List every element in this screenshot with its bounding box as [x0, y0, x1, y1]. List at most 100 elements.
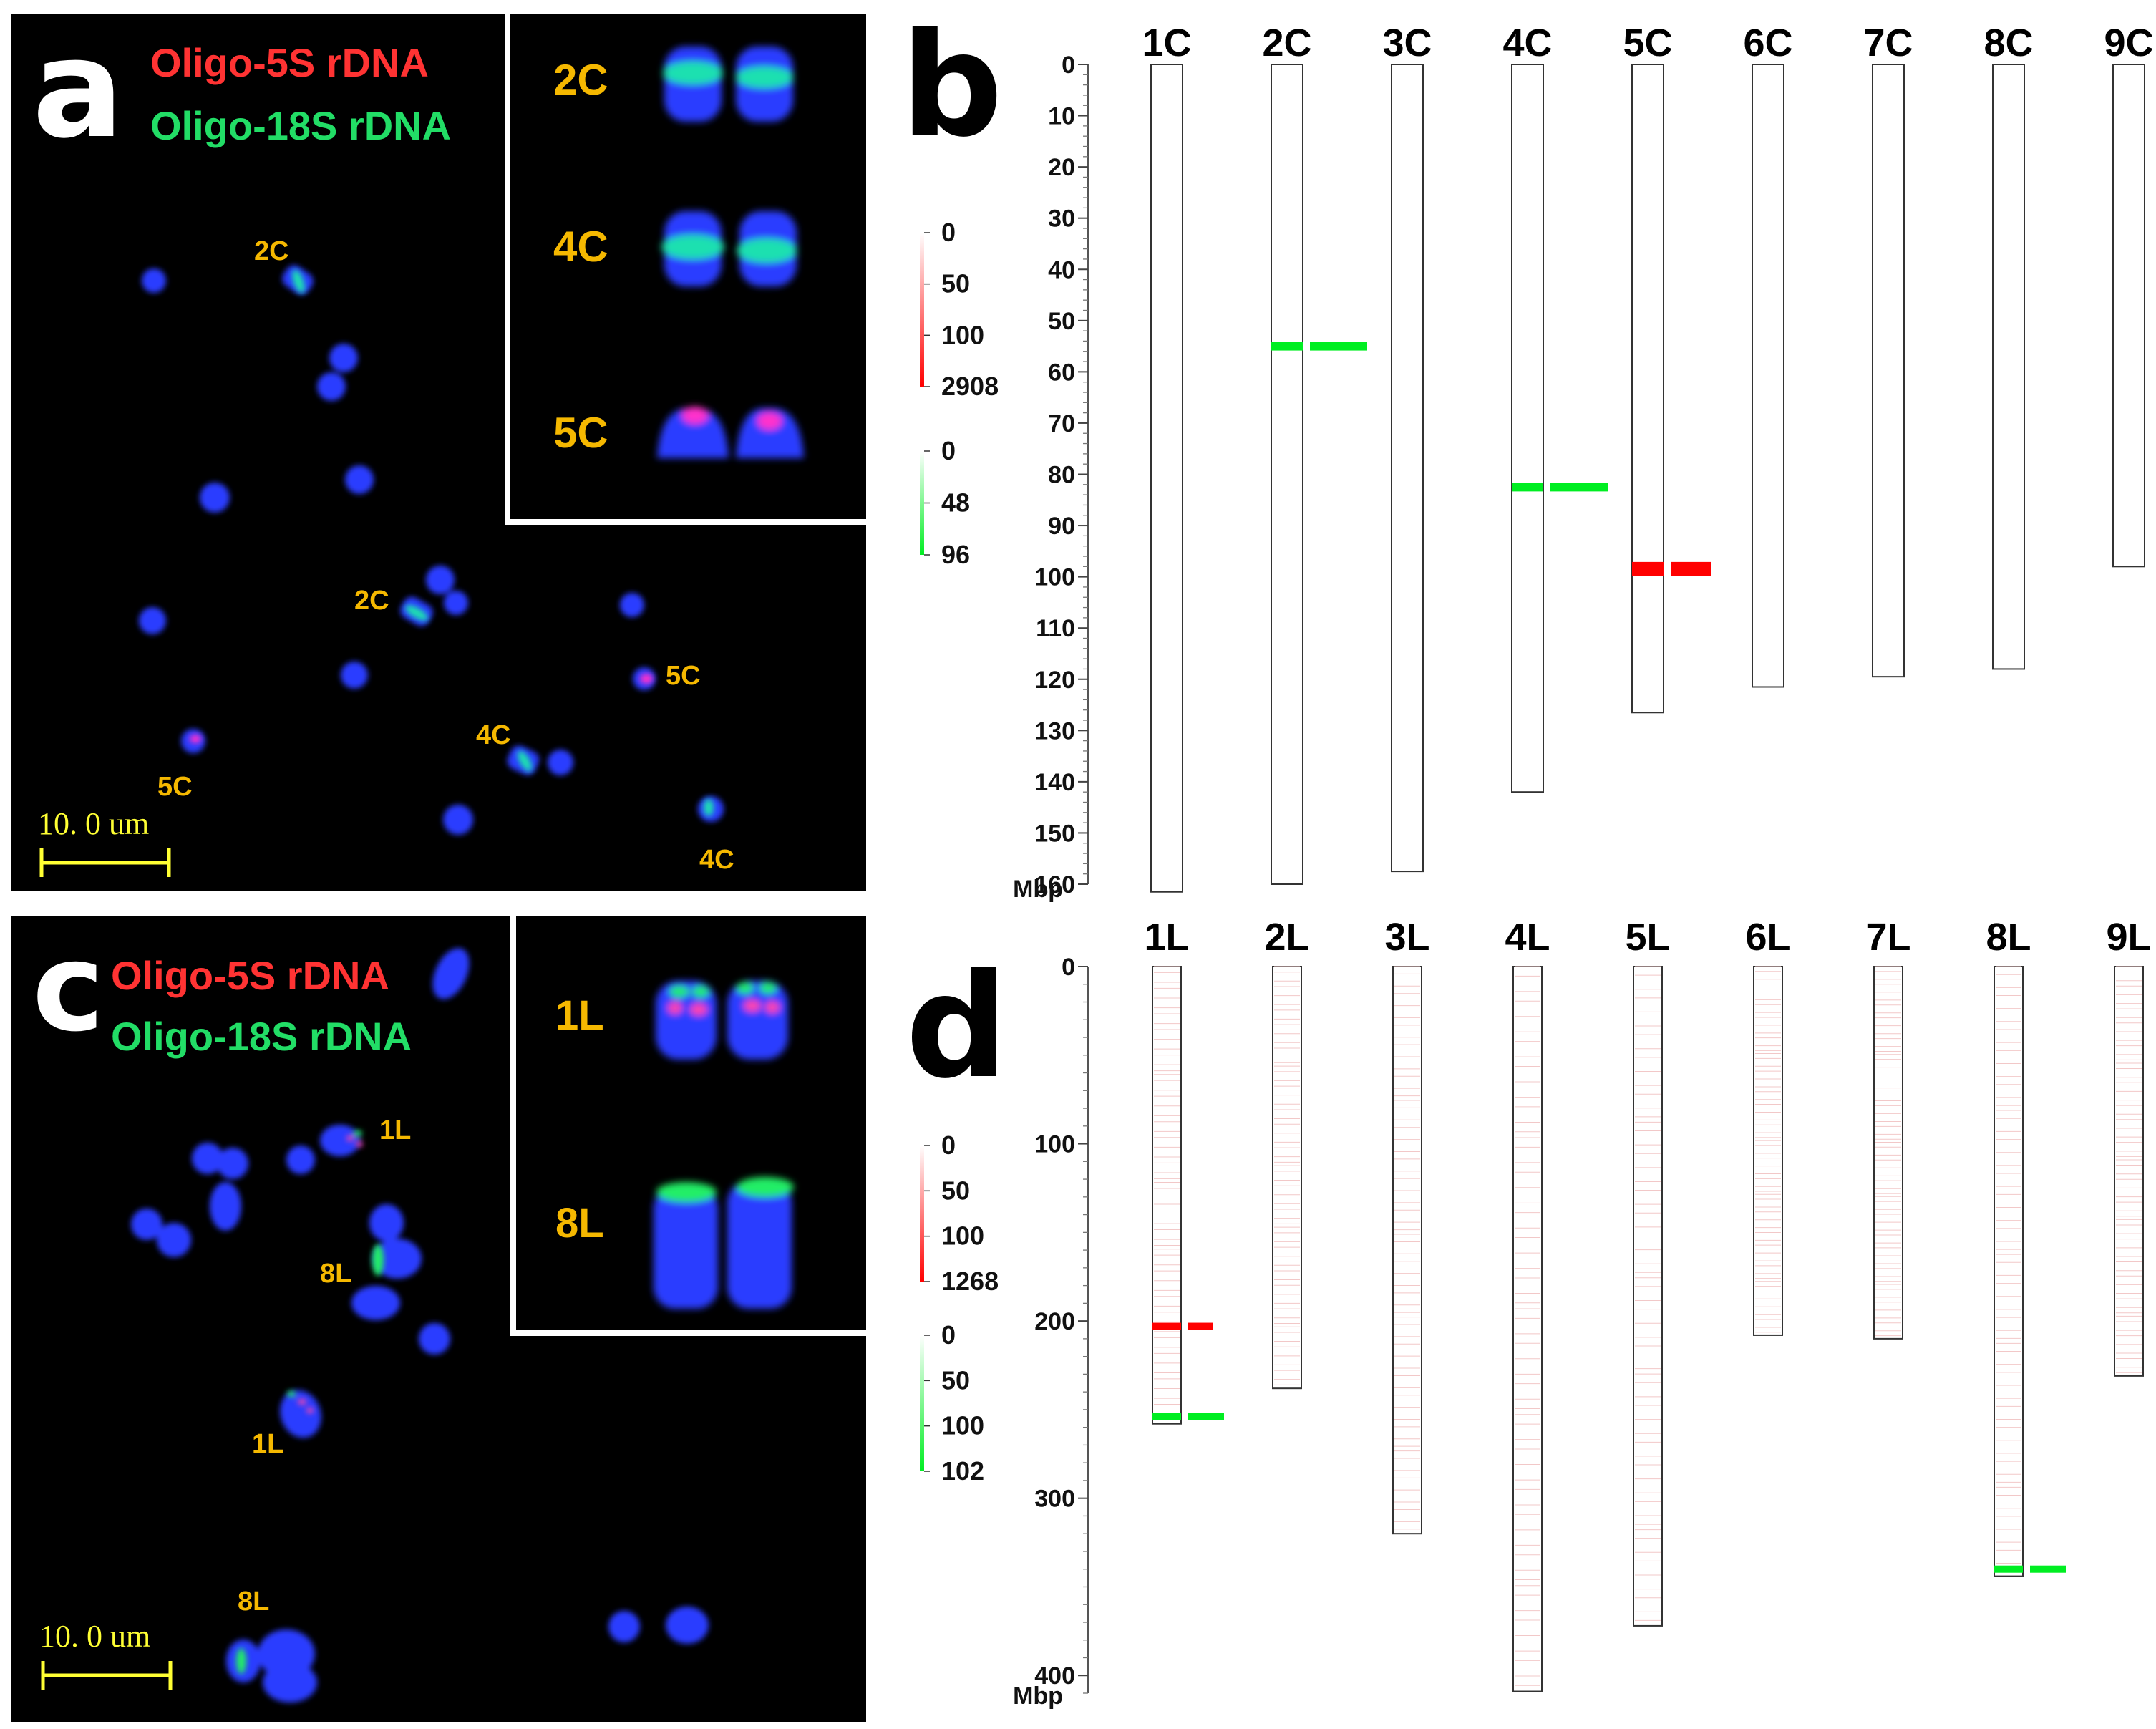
y-axis-label: Mbp — [1013, 876, 1063, 903]
inset-chromosome-pairs — [657, 47, 804, 458]
chromosome-bar — [1631, 64, 1664, 714]
y-tick-label: 130 — [1034, 717, 1075, 745]
chromosome-name: 4C — [1502, 21, 1552, 64]
panel-c-letter: c — [32, 917, 105, 1059]
legend-red-label: 0 — [941, 218, 956, 247]
chromosome-bar — [1272, 966, 1302, 1390]
legend-red-gradient-bar — [920, 1146, 924, 1282]
scale-bar-c — [41, 1661, 173, 1690]
y-tick-label: 0 — [1062, 954, 1075, 981]
chromosome-name: 9L — [2106, 916, 2151, 959]
legend-red-label: 50 — [941, 269, 970, 299]
y-tick-label: 400 — [1034, 1662, 1075, 1690]
chromosome-bar — [1391, 64, 1424, 873]
chromosome-bar — [2114, 966, 2144, 1377]
chromosome-name: 5C — [1623, 21, 1672, 64]
y-tick-label: 140 — [1034, 769, 1075, 796]
chromosome-bar — [1992, 64, 2025, 670]
chromosome-name: 1L — [1144, 916, 1189, 959]
y-tick-label: 0 — [1062, 52, 1075, 79]
spread-label-4c-right: 4C — [699, 845, 734, 875]
chromosome-name: 3L — [1384, 916, 1429, 959]
probe-18s-label: Oligo-18S rDNA — [150, 103, 452, 148]
panel-a-inset: 2C 4C 5C — [505, 14, 866, 525]
chromosome-bar — [1511, 64, 1544, 793]
panel-c-inset: 1L 8L — [510, 916, 866, 1336]
inset-label-1l: 1L — [555, 992, 604, 1039]
chromosome-bar — [1994, 966, 2024, 1577]
red-signal-band — [1632, 561, 1664, 576]
y-tick-label: 40 — [1048, 256, 1075, 284]
chromosome-bar — [1872, 64, 1905, 678]
inset-label-8l: 8L — [555, 1200, 604, 1246]
chart-b-ideogram: 0 10 20 30 40 50 60 70 80 90 100 110 120 130 140 150 160… — [920, 21, 2154, 903]
y-tick-label: 110 — [1036, 615, 1075, 642]
green-signal-band — [1994, 1565, 2023, 1573]
spread-label-2c-mid: 2C — [354, 586, 389, 616]
chromosome-bar — [1633, 966, 1663, 1627]
chromosome-bar — [1150, 64, 1183, 893]
y-tick-label: 100 — [1034, 564, 1075, 591]
panel-a-micrograph: a Oligo-5S rDNA Oligo-18S rDNA 2C 4C 5C — [11, 14, 866, 891]
inset-label-2c: 2C — [553, 56, 608, 104]
legend-green-label: 0 — [941, 436, 956, 465]
chromosome-name: 5L — [1625, 916, 1670, 959]
y-tick-label: 70 — [1048, 410, 1075, 437]
y-tick-label: 200 — [1034, 1308, 1075, 1335]
red-signal-marker — [1671, 561, 1711, 576]
legend-red-label: 100 — [941, 320, 984, 349]
red-signal-band — [1152, 1322, 1181, 1330]
panel-b-letter: b — [900, 2, 1004, 169]
y-tick-label: 120 — [1034, 667, 1075, 694]
chromosome-name: 7C — [1863, 21, 1913, 64]
legend-green-gradient-bar — [920, 451, 924, 555]
legend-green-label: 100 — [941, 1411, 984, 1440]
green-signal-marker — [1550, 483, 1608, 492]
y-tick-label: 20 — [1048, 154, 1075, 181]
chromosome-name: 1C — [1142, 21, 1191, 64]
y-tick-label: 50 — [1048, 308, 1075, 335]
chromosome-name: 2L — [1264, 916, 1309, 959]
legend-red-label: 1268 — [941, 1267, 999, 1296]
scale-bar-label-a: 10. 0 um — [38, 806, 150, 841]
chromosome-name: 9C — [2104, 21, 2153, 64]
panel-a-letter: a — [32, 14, 125, 168]
y-tick-label: 100 — [1034, 1131, 1075, 1158]
green-signal-marker — [2030, 1565, 2066, 1573]
chromosome-name: 3C — [1382, 21, 1432, 64]
inset-chromosome-pairs-c — [654, 981, 794, 1309]
chromosome-name: 8L — [1986, 916, 2031, 959]
chromosome-bar — [1873, 966, 1903, 1340]
y-tick-label: 10 — [1048, 103, 1075, 130]
spread-label-8l-top: 8L — [320, 1259, 352, 1289]
spread-label-1l-bottom: 1L — [252, 1429, 284, 1459]
spread-label-5c-right: 5C — [666, 661, 701, 691]
chromosome-name: 7L — [1865, 916, 1910, 959]
legend-red-label: 50 — [941, 1176, 970, 1205]
spread-label-5c-left: 5C — [157, 772, 193, 802]
legend-green-label: 96 — [941, 540, 970, 569]
inset-label-5c: 5C — [553, 409, 608, 457]
spread-label-1l-top: 1L — [379, 1115, 412, 1146]
y-tick-label: 300 — [1034, 1486, 1075, 1513]
y-tick-label: 30 — [1048, 205, 1075, 233]
panel-c-micrograph: c Oligo-5S rDNA Oligo-18S rDNA 1L 8L — [11, 916, 866, 1722]
legend-red-label: 100 — [941, 1221, 984, 1251]
y-tick-label: 90 — [1048, 513, 1075, 540]
chromosome-bar — [1271, 64, 1303, 885]
chromosome-name: 6L — [1745, 916, 1790, 959]
legend-red-gradient-bar — [920, 233, 924, 387]
spread-label-8l-bottom: 8L — [238, 1587, 270, 1617]
panel-a-spread — [139, 265, 724, 835]
green-signal-band — [1152, 1413, 1181, 1420]
scale-bar-a — [39, 848, 171, 877]
y-tick-label: 150 — [1034, 820, 1075, 847]
chromosome-name: 2C — [1262, 21, 1311, 64]
legend-green-label: 50 — [941, 1365, 970, 1395]
green-signal-band — [1271, 342, 1303, 351]
inset-label-4c: 4C — [553, 223, 608, 271]
spread-label-4c-mid: 4C — [476, 720, 511, 750]
probe-18s-label-c: Oligo-18S rDNA — [111, 1014, 412, 1059]
y-axis-label: Mbp — [1013, 1682, 1063, 1710]
